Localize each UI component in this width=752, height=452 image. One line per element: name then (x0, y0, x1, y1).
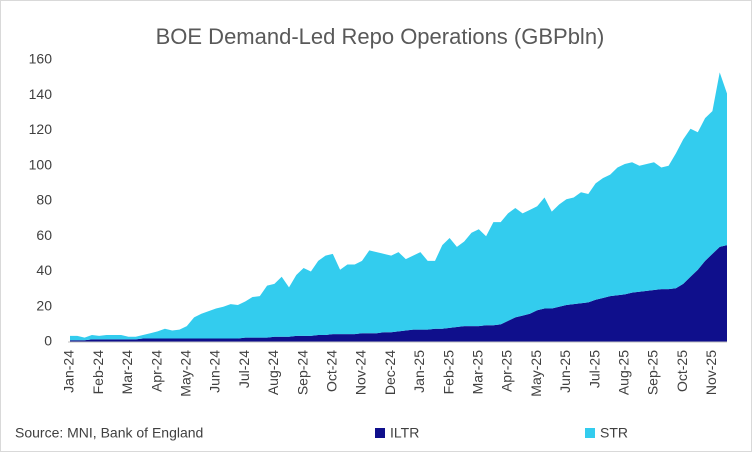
y-tick-label: 140 (29, 86, 53, 102)
x-tick-label: Jul-25 (586, 350, 602, 388)
x-tick-label: Apr-24 (148, 350, 164, 392)
x-tick-label: Feb-25 (440, 350, 456, 395)
area (70, 245, 727, 342)
x-tick-label: May-25 (528, 350, 544, 397)
x-tick-label: Apr-25 (499, 350, 515, 392)
legend-label: ILTR (390, 425, 419, 441)
x-tick-label: Oct-25 (674, 350, 690, 392)
x-tick-label: Sep-24 (294, 350, 310, 395)
x-tick-label: May-24 (178, 350, 194, 397)
x-tick-label: Aug-24 (265, 350, 281, 395)
y-tick-label: 60 (36, 227, 52, 243)
area (70, 72, 727, 341)
y-tick-label: 160 (29, 51, 53, 67)
x-tick-label: Aug-25 (616, 350, 632, 395)
x-tick-label: Feb-24 (90, 350, 106, 395)
y-tick-label: 80 (36, 192, 52, 208)
y-tick-label: 120 (29, 121, 53, 137)
legend-swatch (585, 428, 595, 438)
y-tick-label: 20 (36, 297, 52, 313)
x-tick-label: Nov-25 (703, 350, 719, 395)
x-tick-label: Jun-24 (207, 350, 223, 393)
legend-label: STR (600, 425, 628, 441)
x-tick-label: Mar-24 (119, 350, 135, 395)
x-tick-label: Mar-25 (470, 350, 486, 395)
y-tick-label: 40 (36, 262, 52, 278)
source-note: Source: MNI, Bank of England (15, 425, 203, 441)
x-tick-label: Oct-24 (324, 350, 340, 392)
x-tick-label: Jan-24 (61, 350, 77, 393)
chart-title: BOE Demand-Led Repo Operations (GBPbln) (156, 24, 605, 49)
x-tick-label: Nov-24 (353, 350, 369, 395)
x-tick-label: Jan-25 (411, 350, 427, 393)
y-tick-label: 0 (44, 333, 52, 349)
y-tick-label: 100 (29, 156, 53, 172)
x-tick-label: Sep-25 (645, 350, 661, 395)
legend-swatch (375, 428, 385, 438)
x-tick-label: Jun-25 (557, 350, 573, 393)
x-tick-label: Dec-24 (382, 350, 398, 395)
x-tick-label: Jul-24 (236, 350, 252, 388)
